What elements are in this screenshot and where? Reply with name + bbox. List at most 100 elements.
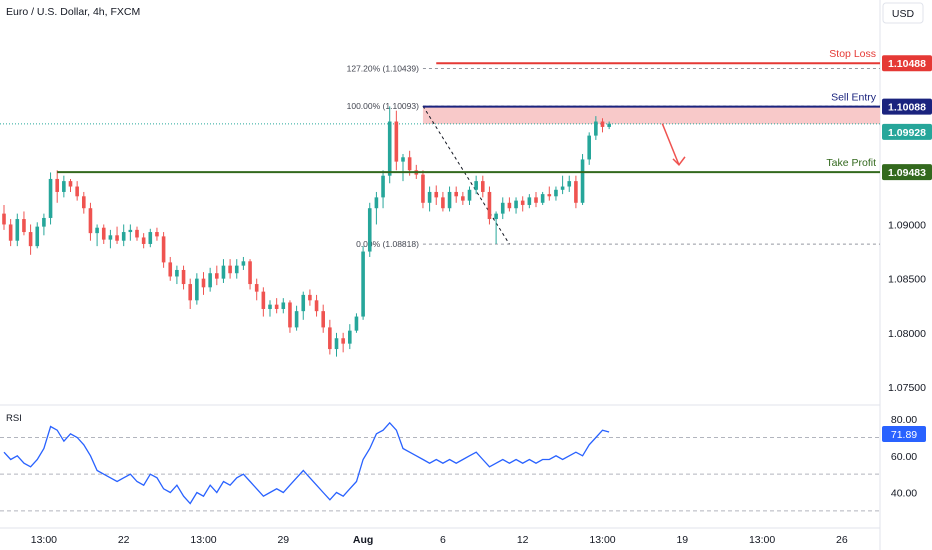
time-tick-label: Aug: [353, 534, 373, 546]
candle: [215, 265, 219, 286]
candle-body: [148, 232, 153, 244]
candle-body: [467, 189, 472, 201]
candle: [421, 170, 425, 209]
candle: [101, 224, 106, 244]
candle-body: [128, 229, 133, 233]
candle-body: [108, 235, 113, 240]
currency-button[interactable]: USD: [882, 2, 924, 24]
candle-body: [407, 157, 412, 171]
candle: [88, 202, 93, 241]
candle-body: [574, 181, 578, 203]
candle-body: [507, 202, 512, 209]
sell-zone: [0, 106, 880, 125]
time-tick-label: 26: [836, 534, 848, 546]
candle-body: [254, 284, 259, 292]
candle: [254, 278, 259, 301]
candle-body: [494, 213, 498, 220]
candle-body: [88, 208, 93, 234]
rsi-title: RSI: [6, 413, 22, 424]
candle: [507, 197, 512, 212]
candle-body: [587, 135, 591, 160]
candle-body: [514, 200, 518, 209]
currency-label: USD: [892, 8, 915, 20]
candle-body: [560, 186, 565, 190]
candle-body: [308, 294, 312, 301]
candle: [294, 305, 299, 331]
stop-loss-price-tag: [882, 55, 932, 72]
projection-arrow: [661, 123, 680, 166]
rsi-tick-label: 60.00: [891, 451, 917, 463]
candle: [22, 211, 26, 236]
candle-body: [421, 174, 425, 203]
rsi-value-tag: [882, 426, 926, 443]
rsi-tick-label: 80.00: [891, 414, 917, 426]
candle-body: [195, 278, 199, 301]
candle: [547, 186, 552, 201]
candle: [361, 246, 365, 320]
candle-body: [341, 338, 345, 344]
candle-body: [567, 181, 572, 187]
candle: [447, 186, 452, 212]
rsi-line: [3, 421, 610, 505]
candle-body: [15, 219, 20, 241]
candle: [334, 332, 339, 357]
candle: [108, 229, 113, 249]
sell-entry-price-tag: [882, 98, 932, 115]
candle-body: [95, 227, 99, 234]
candle-body: [241, 261, 246, 266]
candle-body: [481, 181, 485, 192]
candlestick-series: [2, 106, 611, 357]
candle-body: [8, 224, 13, 241]
candle-body: [155, 232, 159, 237]
candle-body: [28, 232, 33, 247]
candle: [248, 259, 252, 290]
candle-body: [594, 121, 598, 136]
candle-body: [474, 181, 478, 190]
time-tick-label: 19: [676, 534, 688, 546]
candle: [527, 194, 532, 209]
candle: [594, 116, 598, 140]
sell-entry-price-value: 1.10088: [888, 102, 926, 114]
candle: [454, 186, 458, 203]
stop-loss-price-value: 1.10488: [888, 58, 926, 70]
candle-body: [281, 302, 286, 309]
candle: [55, 170, 59, 203]
take-profit-label: Take Profit: [826, 157, 876, 169]
candle-body: [441, 197, 445, 209]
candle-body: [2, 213, 6, 225]
candle: [221, 259, 226, 283]
candle: [321, 304, 325, 333]
candle-body: [68, 181, 73, 187]
candle-body: [115, 235, 119, 241]
rsi-tick-label: 40.00: [891, 488, 917, 500]
candle-body: [188, 284, 192, 301]
candle: [161, 232, 166, 268]
axes: 1.07500 1.08000 1.08500 1.09000 13:00 22 13:00…: [31, 219, 926, 546]
candle-body: [540, 194, 545, 203]
candle-body: [121, 232, 126, 241]
candle-body: [141, 237, 146, 244]
candle: [387, 106, 392, 184]
candle-body: [228, 265, 232, 274]
candle-body: [75, 186, 79, 197]
candle: [241, 256, 246, 270]
candle: [394, 110, 399, 171]
candle-body: [314, 300, 319, 312]
candle: [554, 186, 558, 201]
candle: [574, 175, 578, 209]
candle: [560, 175, 565, 195]
time-tick-label: 22: [118, 534, 130, 546]
candle-body: [35, 226, 40, 247]
candle-body: [55, 178, 59, 192]
candle: [234, 259, 239, 279]
candle-body: [201, 278, 206, 288]
candle-body: [600, 121, 605, 127]
candle: [567, 175, 572, 192]
candle: [520, 196, 525, 212]
candle-body: [394, 121, 399, 162]
candle: [367, 202, 372, 257]
candle: [121, 224, 126, 247]
candle-body: [367, 208, 372, 252]
